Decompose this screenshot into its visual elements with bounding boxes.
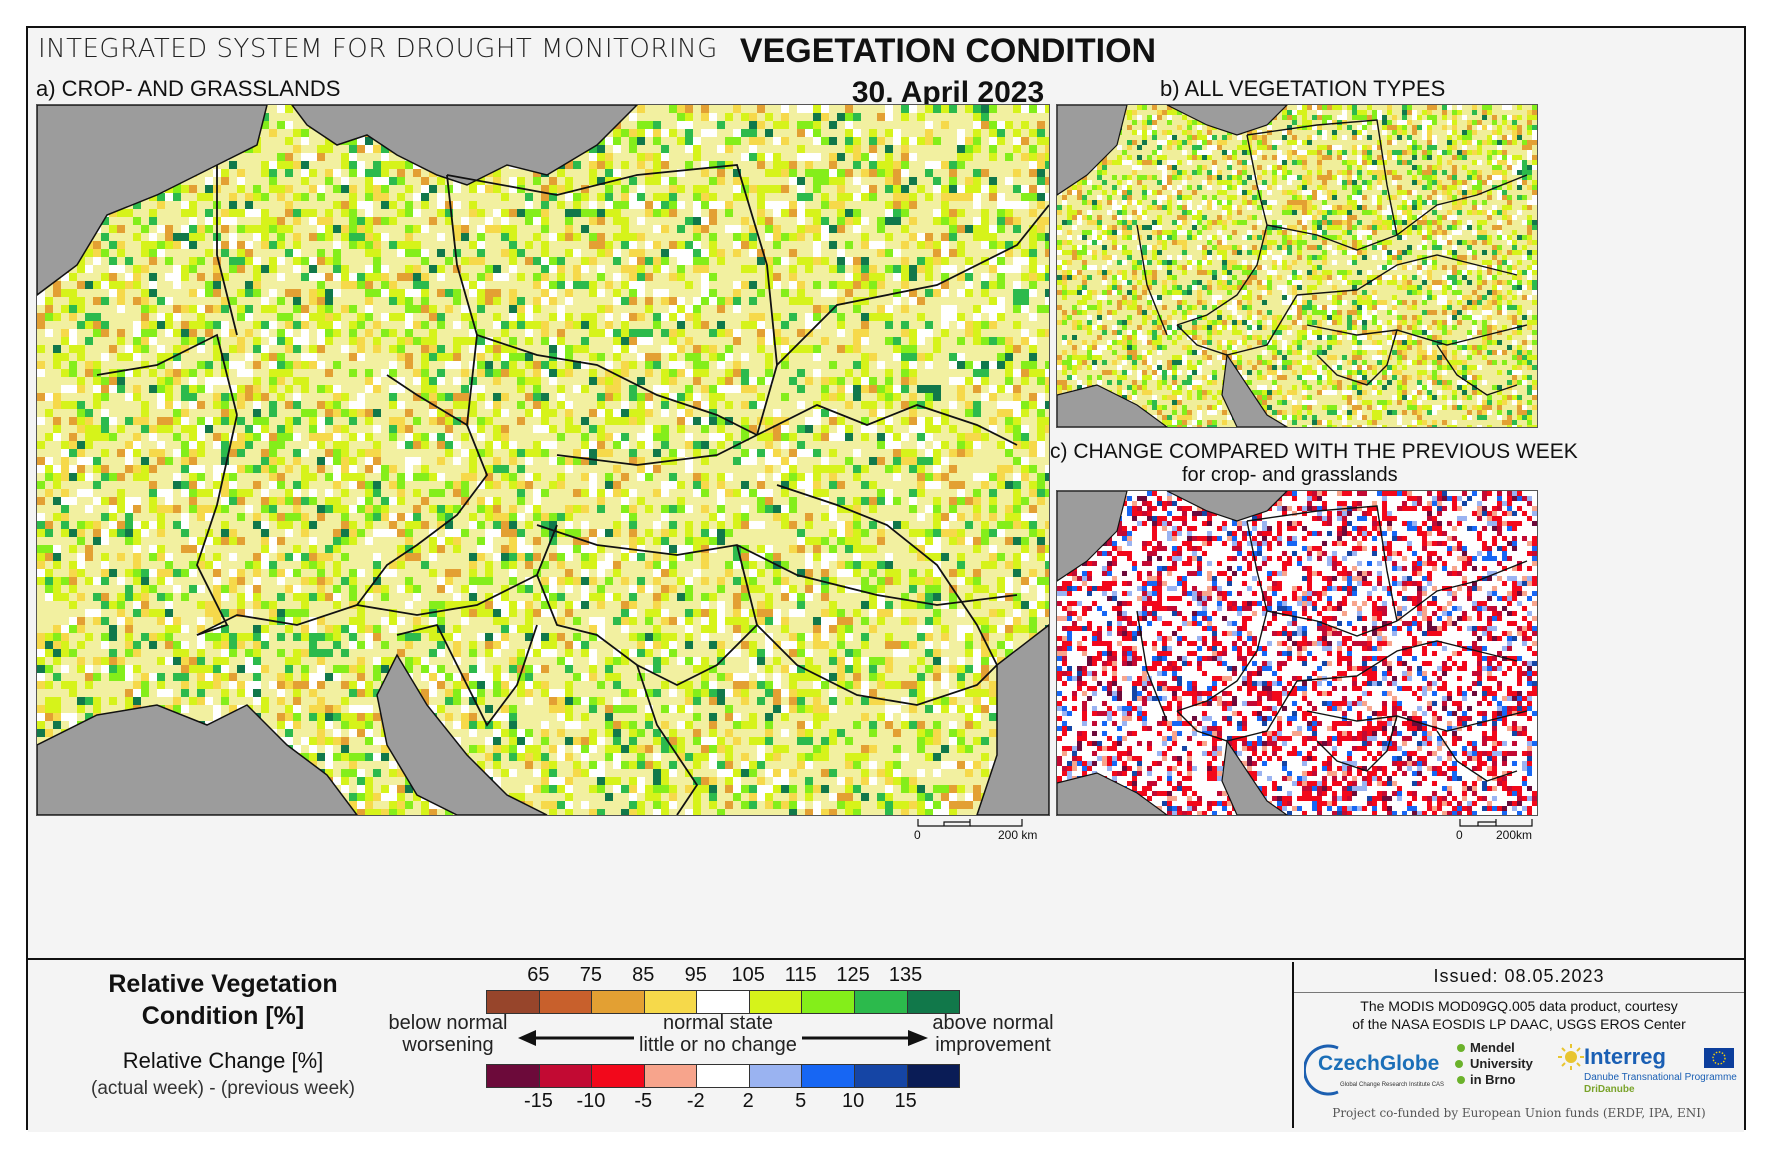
map-c-raster: [1057, 491, 1537, 815]
change-color-swatch: [749, 1065, 803, 1087]
left-label-line2: worsening: [402, 1034, 494, 1056]
credit-line-2: of the NASA EOSDIS LP DAAC, USGS EROS Ce…: [1352, 1016, 1686, 1032]
scale-bar-a: 0 200 km: [914, 818, 1038, 848]
change-color-swatch: [539, 1065, 593, 1087]
mendel-logo: Mendel University in Brno: [1454, 1040, 1544, 1100]
change-color-swatch: [907, 1065, 960, 1087]
condition-color-swatch: [749, 991, 803, 1013]
scale-a-end: 200 km: [998, 828, 1038, 842]
change-tick: 5: [795, 1090, 807, 1112]
condition-color-swatch: [854, 991, 908, 1013]
legend-condition-title-2: Condition [%]: [141, 1002, 305, 1030]
country-borders: [96, 164, 1049, 815]
panel-c-label: c) CHANGE COMPARED WITH THE PREVIOUS WEE…: [1050, 440, 1578, 463]
condition-color-swatch: [487, 991, 540, 1013]
condition-tick: 115: [784, 964, 817, 986]
change-ticks: -15 -10 -5 -2 2 5 10 15: [486, 1090, 958, 1114]
change-color-swatch: [854, 1065, 908, 1087]
mendel-line-3: in Brno: [1470, 1072, 1516, 1087]
change-tick: -2: [686, 1090, 705, 1112]
change-tick: 10: [841, 1090, 865, 1112]
condition-tick: 135: [888, 964, 923, 986]
legend-area: Relative Vegetation Condition [%] Relati…: [28, 958, 1744, 1132]
condition-color-swatch: [644, 991, 698, 1013]
condition-tick: 125: [836, 964, 870, 986]
interreg-text: Interreg: [1584, 1044, 1666, 1069]
panel-c-sublabel: for crop- and grasslands: [1182, 464, 1398, 486]
condition-ticks: 65 75 85 95 105 115 125 135: [486, 964, 958, 988]
interreg-subtext: Danube Transnational Programme: [1584, 1072, 1737, 1083]
sea-areas-b: [1057, 105, 1289, 427]
change-tick: 15: [894, 1090, 917, 1112]
legend-left-label: below normal worsening: [378, 1012, 518, 1056]
condition-color-swatch: [907, 991, 960, 1013]
interreg-logo: Interreg Danube Transnational Programme …: [1556, 1040, 1742, 1100]
condition-tick: 75: [579, 964, 603, 986]
sea-areas: [37, 105, 1049, 815]
right-label-line1: above normal: [932, 1012, 1054, 1034]
sun-icon: [1558, 1044, 1584, 1070]
mendel-line-2: University: [1470, 1056, 1533, 1071]
condition-color-swatch: [802, 991, 855, 1013]
change-color-swatch: [592, 1065, 645, 1087]
condition-color-bar: [486, 990, 960, 1014]
condition-color-swatch: [539, 991, 593, 1013]
map-panel-c: [1056, 490, 1538, 816]
left-arrow-icon: [518, 1030, 634, 1046]
main-title: VEGETATION CONDITION: [739, 32, 1157, 70]
issued-date: Issued: 08.05.2023: [1433, 966, 1605, 986]
panel-a-label: a) CROP- AND GRASSLANDS: [36, 76, 341, 101]
map-panel-b: [1056, 104, 1538, 428]
condition-color-swatch: [592, 991, 645, 1013]
condition-tick: 95: [684, 964, 707, 986]
right-label-line2: improvement: [935, 1034, 1051, 1056]
sea-areas-c: [1057, 491, 1289, 815]
condition-tick: 105: [731, 964, 765, 986]
change-tick: -5: [634, 1090, 653, 1112]
credit-line-1: The MODIS MOD09GQ.005 data product, cour…: [1360, 998, 1678, 1014]
map-date: 30. April 2023: [851, 76, 1045, 109]
left-label-line1: below normal: [388, 1012, 508, 1034]
eu-flag-icon: [1704, 1048, 1734, 1068]
cofunded-note: Project co-funded by European Union fund…: [1332, 1106, 1706, 1120]
right-arrow-icon: [802, 1030, 928, 1046]
scale-a-start: 0: [914, 828, 921, 842]
scale-bar-c: 0 200km: [1456, 818, 1546, 848]
panel-b-label: b) ALL VEGETATION TYPES: [1160, 76, 1446, 101]
legend-change-title: Relative Change [%]: [122, 1048, 324, 1073]
figure-frame: INTEGRATED SYSTEM FOR DROUGHT MONITORING…: [26, 26, 1746, 1132]
change-color-swatch: [802, 1065, 855, 1087]
map-b-raster: [1057, 105, 1537, 427]
change-tick: -15: [523, 1090, 553, 1112]
czechglobe-text: CzechGlobe: [1318, 1052, 1440, 1075]
change-tick: -10: [576, 1090, 606, 1112]
legend-change-subtitle: (actual week) - (previous week): [91, 1078, 355, 1099]
legend-center-label: normal state little or no change: [628, 1012, 808, 1056]
country-borders-c: [1136, 505, 1528, 782]
change-color-bar: [486, 1064, 960, 1088]
issued-credits-box: Issued: 08.05.2023 The MODIS MOD09GQ.005…: [1292, 962, 1744, 1128]
change-color-swatch: [697, 1065, 750, 1087]
mendel-line-1: Mendel: [1470, 1040, 1515, 1055]
system-title: INTEGRATED SYSTEM FOR DROUGHT MONITORING: [38, 34, 718, 64]
condition-tick: 65: [527, 964, 550, 986]
condition-tick: 85: [632, 964, 655, 986]
map-a-raster: [37, 105, 1049, 815]
map-panel-a: [36, 104, 1050, 816]
center-label-line2: little or no change: [639, 1034, 797, 1056]
change-color-swatch: [487, 1065, 540, 1087]
czechglobe-subtext: Global Change Research Institute CAS: [1340, 1082, 1445, 1088]
scale-c-end: 200km: [1496, 828, 1533, 842]
czechglobe-logo: CzechGlobe Global Change Research Instit…: [1304, 1042, 1454, 1098]
country-borders-b: [1136, 119, 1528, 396]
legend-condition-title-1: Relative Vegetation: [108, 970, 338, 998]
center-label-line1: normal state: [662, 1012, 774, 1034]
change-tick: 2: [742, 1090, 754, 1112]
dridanube-text: DriDanube: [1584, 1084, 1635, 1095]
scale-c-start: 0: [1456, 828, 1463, 842]
legend-right-label: above normal improvement: [928, 1012, 1058, 1056]
change-color-swatch: [644, 1065, 698, 1087]
condition-color-swatch: [697, 991, 750, 1013]
